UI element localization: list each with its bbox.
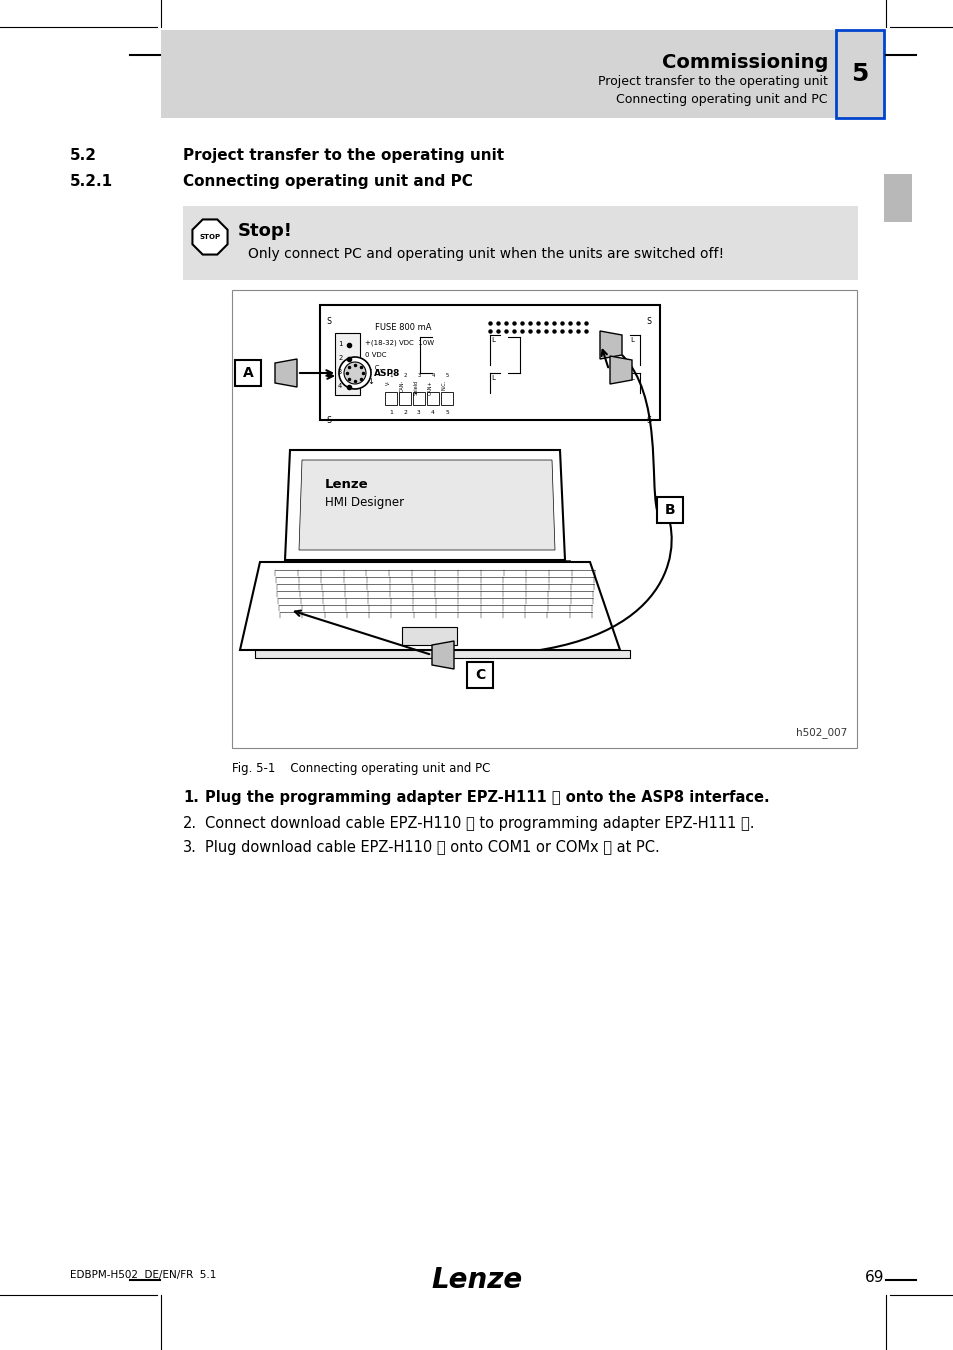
Text: A: A xyxy=(242,366,253,379)
FancyBboxPatch shape xyxy=(440,392,453,405)
FancyBboxPatch shape xyxy=(335,333,359,396)
Text: N. C.: N. C. xyxy=(365,364,381,371)
Text: Lenze: Lenze xyxy=(431,1266,522,1295)
Text: +(18-32) VDC  10W: +(18-32) VDC 10W xyxy=(365,339,434,346)
Text: FUSE 800 mA: FUSE 800 mA xyxy=(375,323,431,332)
Text: Connect download cable EPZ-H110 Ⓑ to programming adapter EPZ-H111 Ⓐ.: Connect download cable EPZ-H110 Ⓑ to pro… xyxy=(205,815,754,832)
Polygon shape xyxy=(240,562,619,649)
FancyBboxPatch shape xyxy=(254,649,629,657)
Text: STOP: STOP xyxy=(199,234,220,240)
FancyBboxPatch shape xyxy=(657,497,682,522)
Text: HMI Designer: HMI Designer xyxy=(325,495,404,509)
FancyBboxPatch shape xyxy=(467,662,493,688)
Text: h502_007: h502_007 xyxy=(795,728,846,738)
Text: S: S xyxy=(645,317,650,325)
Text: 1: 1 xyxy=(337,342,342,347)
Circle shape xyxy=(338,356,371,389)
Text: Fig. 5-1    Connecting operating unit and PC: Fig. 5-1 Connecting operating unit and P… xyxy=(232,761,490,775)
Polygon shape xyxy=(285,450,564,560)
FancyBboxPatch shape xyxy=(398,392,411,405)
FancyBboxPatch shape xyxy=(232,290,856,748)
Text: Shield: Shield xyxy=(413,379,418,396)
FancyBboxPatch shape xyxy=(835,30,883,117)
Text: Connecting operating unit and PC: Connecting operating unit and PC xyxy=(616,93,827,105)
Text: ↓: ↓ xyxy=(367,377,374,386)
Text: Commissioning: Commissioning xyxy=(661,53,827,72)
Text: 3: 3 xyxy=(337,369,342,375)
Text: S: S xyxy=(326,317,331,325)
Polygon shape xyxy=(298,460,555,549)
Text: S: S xyxy=(326,416,331,425)
FancyBboxPatch shape xyxy=(161,30,883,117)
Text: 2: 2 xyxy=(403,410,406,414)
Text: Only connect PC and operating unit when the units are switched off!: Only connect PC and operating unit when … xyxy=(248,247,723,261)
FancyBboxPatch shape xyxy=(402,626,457,645)
Text: 4: 4 xyxy=(431,410,435,414)
Text: ASP8: ASP8 xyxy=(374,369,400,378)
Text: 1: 1 xyxy=(389,410,393,414)
Text: 2: 2 xyxy=(403,373,406,378)
Text: 5.2: 5.2 xyxy=(70,148,97,163)
Text: Stop!: Stop! xyxy=(237,221,293,240)
Text: 0 VDC: 0 VDC xyxy=(365,352,386,358)
Text: Project transfer to the operating unit: Project transfer to the operating unit xyxy=(183,148,503,163)
Text: 4: 4 xyxy=(337,383,342,389)
Polygon shape xyxy=(432,641,454,670)
Text: CAN-: CAN- xyxy=(399,379,404,393)
Text: 5: 5 xyxy=(445,410,449,414)
FancyBboxPatch shape xyxy=(413,392,424,405)
Text: 5: 5 xyxy=(445,373,448,378)
Text: C: C xyxy=(475,668,485,682)
Polygon shape xyxy=(274,359,296,387)
FancyBboxPatch shape xyxy=(427,392,438,405)
Text: Lenze: Lenze xyxy=(325,478,368,491)
Text: Plug the programming adapter EPZ-H111 Ⓐ onto the ASP8 interface.: Plug the programming adapter EPZ-H111 Ⓐ … xyxy=(205,790,769,805)
FancyBboxPatch shape xyxy=(319,305,659,420)
Polygon shape xyxy=(609,356,631,383)
FancyBboxPatch shape xyxy=(883,174,911,221)
Text: 3: 3 xyxy=(416,410,420,414)
Text: 3.: 3. xyxy=(183,840,196,855)
Text: 1.: 1. xyxy=(183,790,198,805)
Text: EDBPM-H502  DE/EN/FR  5.1: EDBPM-H502 DE/EN/FR 5.1 xyxy=(70,1270,216,1280)
FancyBboxPatch shape xyxy=(234,360,261,386)
Text: V-: V- xyxy=(385,379,390,385)
Text: L: L xyxy=(491,338,495,343)
FancyBboxPatch shape xyxy=(385,392,396,405)
Text: 5.2.1: 5.2.1 xyxy=(70,174,113,189)
Text: L: L xyxy=(629,375,634,381)
Text: 69: 69 xyxy=(863,1270,883,1285)
Text: 3: 3 xyxy=(416,373,420,378)
Text: Plug download cable EPZ-H110 Ⓑ onto COM1 or COMx Ⓒ at PC.: Plug download cable EPZ-H110 Ⓑ onto COM1… xyxy=(205,840,659,855)
Text: L: L xyxy=(491,375,495,381)
Text: 2: 2 xyxy=(337,355,342,360)
Text: 1: 1 xyxy=(389,373,393,378)
Text: Connecting operating unit and PC: Connecting operating unit and PC xyxy=(183,174,473,189)
Text: Project transfer to the operating unit: Project transfer to the operating unit xyxy=(598,76,827,89)
Text: B: B xyxy=(664,504,675,517)
Polygon shape xyxy=(193,220,228,255)
Text: 2.: 2. xyxy=(183,815,197,832)
Text: CAN+: CAN+ xyxy=(427,379,432,394)
Text: S: S xyxy=(645,416,650,425)
Text: L: L xyxy=(629,338,634,343)
Text: N.C.: N.C. xyxy=(441,379,446,390)
Circle shape xyxy=(344,362,366,383)
FancyBboxPatch shape xyxy=(183,207,857,279)
Polygon shape xyxy=(599,331,621,359)
Text: 5: 5 xyxy=(850,62,868,86)
Text: 4: 4 xyxy=(431,373,435,378)
